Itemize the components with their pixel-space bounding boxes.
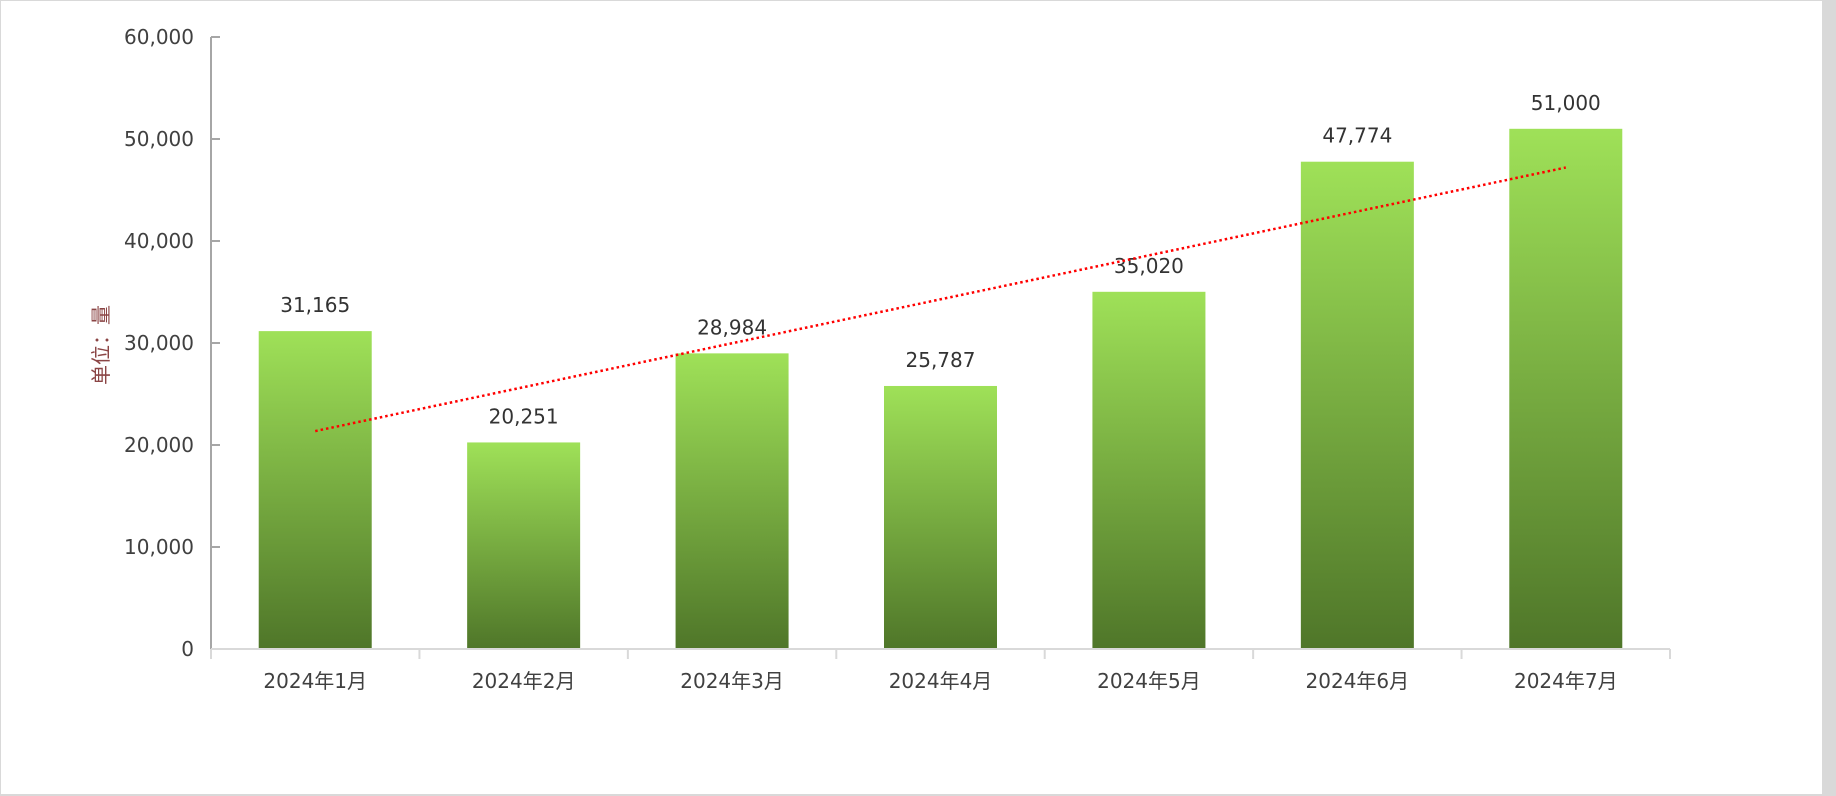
y-axis-title: 单位：量 bbox=[89, 305, 113, 385]
y-tick-label: 60,000 bbox=[124, 25, 194, 49]
y-tick-label: 0 bbox=[181, 637, 194, 661]
x-axis: 2024年1月 2024年2月 2024年3月 2024年4月 2024年5月 2024年… bbox=[210, 648, 1671, 693]
bar bbox=[884, 385, 997, 649]
x-tick-label: 2024年5月 bbox=[1097, 669, 1201, 693]
trendline-path bbox=[314, 166, 1567, 433]
bar bbox=[675, 353, 789, 649]
x-tick-label: 2024年3月 bbox=[680, 669, 784, 693]
data-label: 20,251 bbox=[489, 404, 559, 428]
y-tick-label: 30,000 bbox=[124, 331, 194, 355]
bar bbox=[1300, 161, 1414, 649]
y-tick-label: 40,000 bbox=[124, 229, 194, 253]
x-tick-label: 2024年7月 bbox=[1514, 669, 1618, 693]
x-tick-label: 2024年2月 bbox=[472, 669, 576, 693]
bar bbox=[258, 331, 372, 649]
y-axis: 0 10,000 20,000 30,000 40,000 50,000 60,000 bbox=[124, 25, 220, 661]
data-label: 25,787 bbox=[906, 348, 976, 372]
y-tick-label: 20,000 bbox=[124, 433, 194, 457]
bars bbox=[258, 128, 1623, 650]
trendline bbox=[314, 166, 1567, 433]
bar bbox=[467, 442, 581, 649]
data-label: 35,020 bbox=[1114, 254, 1184, 278]
bar bbox=[1092, 291, 1206, 649]
x-tick-label: 2024年6月 bbox=[1306, 669, 1410, 693]
data-label: 47,774 bbox=[1322, 124, 1392, 148]
data-label: 51,000 bbox=[1531, 91, 1601, 115]
x-tick-label: 2024年4月 bbox=[889, 669, 993, 693]
data-labels: 31,165 20,251 28,984 25,787 35,020 47,774 51,0… bbox=[280, 91, 1601, 429]
data-label: 31,165 bbox=[280, 293, 350, 317]
y-tick-label: 50,000 bbox=[124, 127, 194, 151]
data-label: 28,984 bbox=[697, 315, 767, 339]
y-tick-label: 10,000 bbox=[124, 535, 194, 559]
x-tick-label: 2024年1月 bbox=[263, 669, 367, 693]
bar bbox=[1509, 128, 1623, 650]
